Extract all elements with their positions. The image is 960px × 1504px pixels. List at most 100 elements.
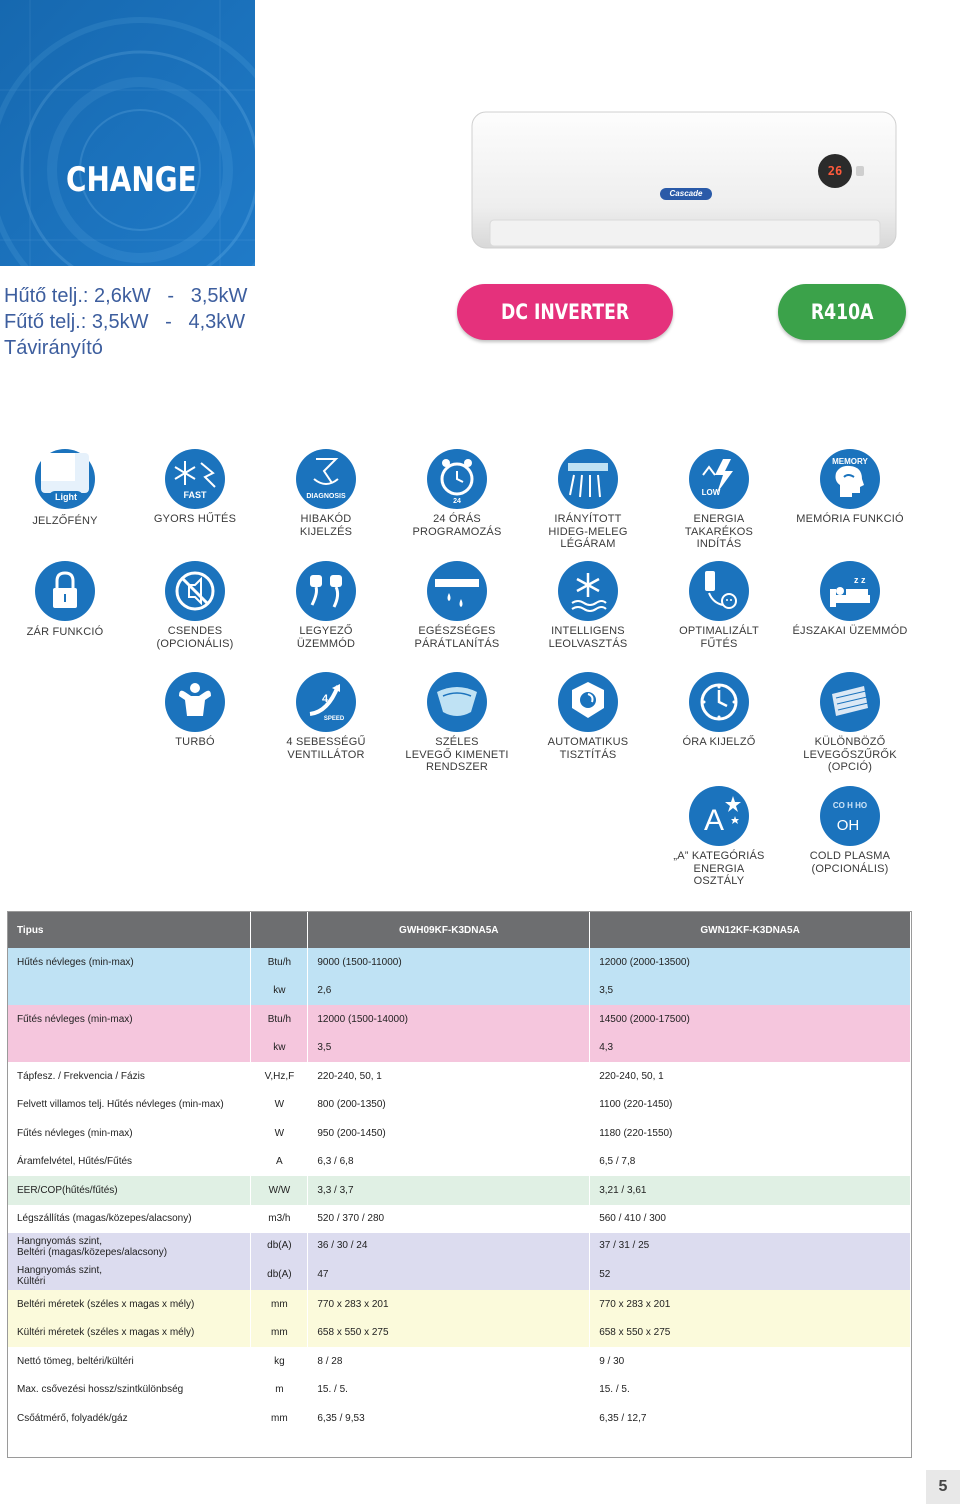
- dc-inverter-badge: DC INVERTER: [457, 284, 673, 340]
- row-label: Hangnyomás szint, Kültéri: [8, 1261, 252, 1290]
- row-value-model-2: 6,35 / 12,7: [589, 1404, 911, 1433]
- table-row: Max. csővezési hossz/szintkülönbség m 15. …: [8, 1375, 911, 1404]
- row-unit: Btu/h: [250, 948, 309, 977]
- table-row: Kültéri méretek (széles x magas x mély) m…: [8, 1318, 911, 1347]
- row-label: Nettó tömeg, beltéri/kültéri: [8, 1347, 252, 1376]
- night-mode-icon: z z: [820, 561, 880, 621]
- feature-label: JELZŐFÉNY: [32, 515, 98, 527]
- row-value-model-1: 9000 (1500-11000): [307, 948, 591, 977]
- row-label: Tápfesz. / Frekvencia / Fázis: [8, 1062, 252, 1091]
- row-unit: kw: [250, 1033, 309, 1062]
- row-unit: db(A): [250, 1233, 309, 1262]
- row-label: Csőátmérő, folyadék/gáz: [8, 1404, 252, 1433]
- page-number: 5: [926, 1470, 960, 1504]
- row-value-model-2: 3,5: [589, 976, 911, 1005]
- row-value-model-2: 658 x 550 x 275: [589, 1318, 911, 1347]
- table-row: Fűtés névleges (min-max) Btu/h 12000 (1500…: [8, 1005, 911, 1034]
- row-value-model-2: 52: [589, 1261, 911, 1290]
- auto-clean-icon: [558, 672, 618, 732]
- row-unit: W: [250, 1119, 309, 1148]
- feature-label: IRÁNYÍTOTT HIDEG-MELEG LÉGÁRAM: [548, 513, 628, 550]
- row-value-model-2: 1100 (220-1450): [589, 1090, 911, 1119]
- table-row: Áramfelvétel, Hűtés/Fűtés A 6,3 / 6,8 6,5 /…: [8, 1147, 911, 1176]
- row-value-model-1: 15. / 5.: [307, 1375, 591, 1404]
- table-row: Hangnyomás szint, Beltéri (magas/közepes…: [8, 1233, 911, 1262]
- remote-control-text: Távirányító: [4, 337, 103, 359]
- row-value-model-1: 3,5: [307, 1033, 591, 1062]
- row-label: Áramfelvétel, Hűtés/Fűtés: [8, 1147, 252, 1176]
- spec-table-frame: [7, 911, 912, 1458]
- row-value-model-2: 4,3: [589, 1033, 911, 1062]
- table-row: kw 3,5 4,3: [8, 1033, 911, 1062]
- brand-logo: Cascade: [669, 189, 703, 198]
- table-row: Hangnyomás szint, Kültéri db(A) 47 52: [8, 1261, 911, 1290]
- svg-text:z z: z z: [854, 575, 866, 585]
- air-filter-icon: [820, 672, 880, 732]
- row-value-model-2: 37 / 31 / 25: [589, 1233, 911, 1262]
- row-label: Légszállítás (magas/közepes/alacsony): [8, 1204, 252, 1233]
- cold-plasma-icon: CO H HO OH: [820, 786, 880, 846]
- row-value-model-2: 15. / 5.: [589, 1375, 911, 1404]
- feature-label: 4 SEBESSÉGŰ VENTILLÁTOR: [286, 736, 366, 761]
- row-value-model-1: 658 x 550 x 275: [307, 1318, 591, 1347]
- row-label: Kültéri méretek (széles x magas x mély): [8, 1318, 252, 1347]
- table-row: EER/COP(hűtés/fűtés) W/W 3,3 / 3,7 3,21 / 3…: [8, 1176, 911, 1205]
- r410a-badge: R410A: [778, 284, 906, 340]
- row-value-model-2: 9 / 30: [589, 1347, 911, 1376]
- row-unit: A: [250, 1147, 309, 1176]
- table-header-row: Tipus GWH09KF-K3DNA5A GWN12KF-K3DNA5A: [8, 912, 911, 948]
- header-model-1: GWH09KF-K3DNA5A: [307, 912, 591, 948]
- row-label: EER/COP(hűtés/fűtés): [8, 1176, 252, 1205]
- row-unit: V,Hz,F: [250, 1062, 309, 1091]
- airflow-icon: [558, 449, 618, 509]
- table-row: Hűtés névleges (min-max) Btu/h 9000 (1500-…: [8, 948, 911, 977]
- row-unit: Btu/h: [250, 1005, 309, 1034]
- table-row: kw 2,6 3,5: [8, 976, 911, 1005]
- table-row: Légszállítás (magas/közepes/alacsony) m3/…: [8, 1204, 911, 1233]
- header-type: Tipus: [8, 912, 252, 948]
- row-value-model-1: 770 x 283 x 201: [307, 1290, 591, 1319]
- row-value-model-1: 6,35 / 9,53: [307, 1404, 591, 1433]
- indoor-unit-image: 26 Cascade: [470, 110, 898, 252]
- light-icon: Light: [35, 449, 95, 509]
- feature-label: EGÉSZSÉGES PÁRÁTLANÍTÁS: [414, 625, 500, 650]
- row-label: Hangnyomás szint, Beltéri (magas/közepes…: [8, 1233, 252, 1262]
- alarm-clock-icon: 24: [427, 449, 487, 509]
- svg-text:24: 24: [453, 498, 461, 505]
- cooling-capacity: Hűtő telj.: 2,6kW - 3,5kW: [4, 285, 248, 307]
- svg-text:A: A: [704, 804, 724, 837]
- silent-mode-icon: [165, 561, 225, 621]
- table-row: Fűtés névleges (min-max) W 950 (200-1450) 1…: [8, 1119, 911, 1148]
- row-value-model-1: 950 (200-1450): [307, 1119, 591, 1148]
- feature-label: AUTOMATIKUS TISZTÍTÁS: [547, 736, 629, 761]
- row-value-model-1: 8 / 28: [307, 1347, 591, 1376]
- svg-text:DIAGNOSIS: DIAGNOSIS: [306, 493, 346, 500]
- row-label: Max. csővezési hossz/szintkülönbség: [8, 1375, 252, 1404]
- svg-text:SPEED: SPEED: [324, 716, 345, 722]
- row-unit: m: [250, 1375, 309, 1404]
- row-unit: m3/h: [250, 1204, 309, 1233]
- circuit-ring-graphic: [0, 0, 255, 266]
- row-value-model-2: 1180 (220-1550): [589, 1119, 911, 1148]
- row-value-model-1: 220-240, 50, 1: [307, 1062, 591, 1091]
- ac-display: 26: [827, 164, 843, 178]
- feature-label: GYORS HŰTÉS: [153, 513, 237, 525]
- row-value-model-1: 800 (200-1350): [307, 1090, 591, 1119]
- feature-label: MEMÓRIA FUNKCIÓ: [796, 513, 904, 525]
- heating-capacity: Fűtő telj.: 3,5kW - 4,3kW: [4, 311, 246, 333]
- row-label: [8, 976, 252, 1005]
- row-label: Hűtés névleges (min-max): [8, 948, 252, 977]
- row-unit: W/W: [250, 1176, 309, 1205]
- row-value-model-2: 12000 (2000-13500): [589, 948, 911, 977]
- heating-optimization-icon: [689, 561, 749, 621]
- svg-text:FAST: FAST: [183, 490, 207, 500]
- svg-text:OH: OH: [837, 817, 860, 834]
- row-unit: mm: [250, 1404, 309, 1433]
- energy-class-a-icon: A: [689, 786, 749, 846]
- svg-text:LOW: LOW: [702, 488, 721, 497]
- row-unit: mm: [250, 1290, 309, 1319]
- feature-label: ENERGIA TAKARÉKOS INDÍTÁS: [684, 513, 754, 550]
- svg-text:CO H HO: CO H HO: [833, 801, 867, 810]
- row-value-model-2: 220-240, 50, 1: [589, 1062, 911, 1091]
- defrost-icon: [558, 561, 618, 621]
